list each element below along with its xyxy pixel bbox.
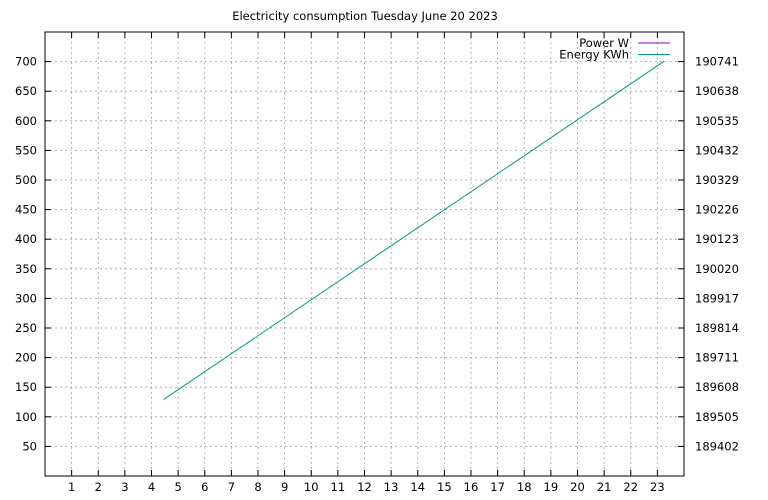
y-tick-label: 650 <box>15 84 37 98</box>
x-tick-label: 14 <box>410 480 425 494</box>
y2-tick-label: 189505 <box>695 410 739 424</box>
x-tick-label: 7 <box>228 480 235 494</box>
x-tick-label: 10 <box>304 480 319 494</box>
y2-tick-label: 190123 <box>695 232 739 246</box>
y2-tick-label: 189711 <box>695 351 739 365</box>
x-tick-label: 11 <box>331 480 346 494</box>
x-tick-label: 23 <box>650 480 665 494</box>
y-tick-label: 550 <box>15 143 37 157</box>
x-tick-label: 3 <box>121 480 128 494</box>
x-tick-label: 13 <box>384 480 399 494</box>
y-tick-label: 250 <box>15 321 37 335</box>
y-tick-label: 300 <box>15 291 37 305</box>
y2-tick-label: 189608 <box>695 380 739 394</box>
y-tick-label: 350 <box>15 262 37 276</box>
y-tick-label: 400 <box>15 232 37 246</box>
y2-tick-label: 190638 <box>695 84 739 98</box>
y-tick-label: 200 <box>15 351 37 365</box>
y2-tick-label: 190432 <box>695 143 739 157</box>
y-tick-label: 450 <box>15 203 37 217</box>
series-layer <box>163 60 665 401</box>
x-tick-label: 19 <box>544 480 559 494</box>
y-tick-label: 500 <box>15 173 37 187</box>
grid <box>45 32 684 476</box>
x-tick-label: 6 <box>201 480 208 494</box>
x-tick-label: 8 <box>254 480 261 494</box>
y-tick-label: 600 <box>15 114 37 128</box>
x-tick-label: 20 <box>570 480 585 494</box>
y2-tick-label: 190226 <box>695 203 739 217</box>
x-tick-label: 15 <box>437 480 452 494</box>
legend-label: Power W <box>579 36 629 50</box>
x-tick-label: 12 <box>357 480 372 494</box>
series-line-energy-kwh <box>163 60 665 401</box>
x-tick-label: 4 <box>148 480 155 494</box>
y2-tick-label: 189402 <box>695 439 739 453</box>
y-tick-label: 700 <box>15 55 37 69</box>
y2-tick-label: 190535 <box>695 114 739 128</box>
ticks: 1 2 3 4 5 6 7 8 9 10 11 12 13 14 15 16 17 18 19 20 21 22 23501… <box>15 32 739 494</box>
x-tick-label: 2 <box>95 480 102 494</box>
y-tick-label: 50 <box>22 439 37 453</box>
y-tick-label: 100 <box>15 410 37 424</box>
x-tick-label: 9 <box>281 480 288 494</box>
y-tick-label: 150 <box>15 380 37 394</box>
x-tick-label: 18 <box>517 480 532 494</box>
y2-tick-label: 190741 <box>695 55 739 69</box>
x-tick-label: 17 <box>490 480 505 494</box>
y2-tick-label: 189917 <box>695 291 739 305</box>
x-tick-label: 5 <box>174 480 181 494</box>
y2-tick-label: 189814 <box>695 321 739 335</box>
chart-title: Electricity consumption Tuesday June 20 … <box>232 9 498 23</box>
x-tick-label: 22 <box>623 480 638 494</box>
y2-tick-label: 190020 <box>695 262 739 276</box>
x-tick-label: 21 <box>597 480 612 494</box>
x-tick-label: 16 <box>464 480 479 494</box>
y2-tick-label: 190329 <box>695 173 739 187</box>
x-tick-label: 1 <box>68 480 75 494</box>
legend-label: Energy KWh <box>559 48 629 62</box>
